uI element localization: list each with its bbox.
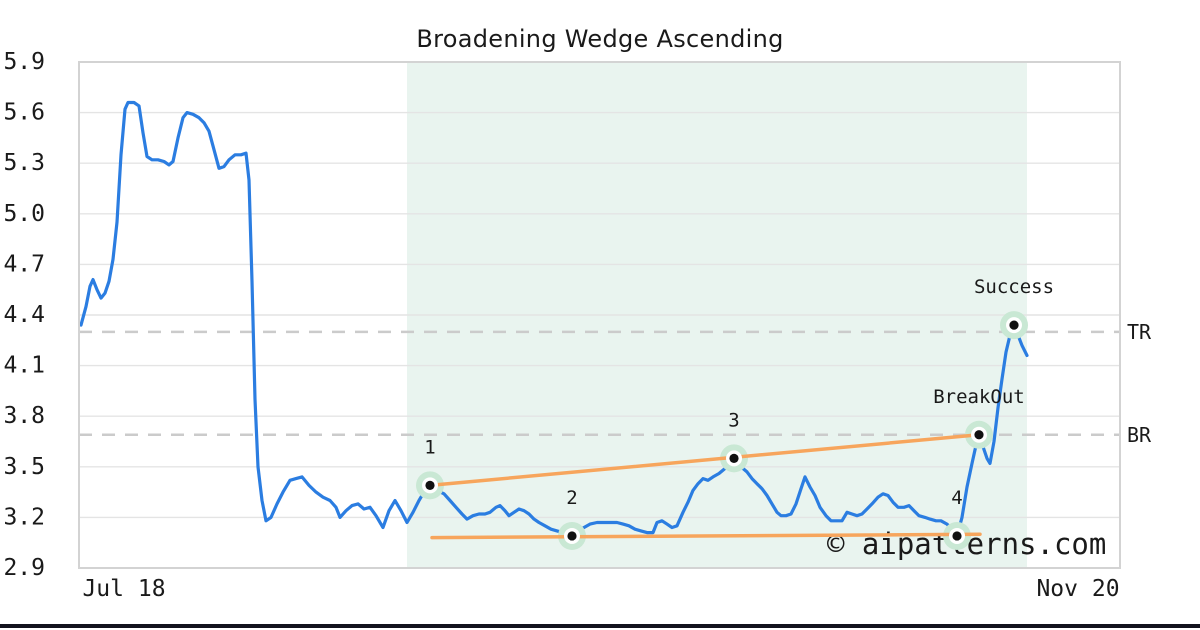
lower-broadening-line (430, 532, 982, 540)
x-tick-label: Nov 20 (1036, 576, 1119, 602)
bottom-border-bar (0, 624, 1200, 628)
y-tick-label: 5.3 (3, 150, 45, 176)
marker-dot-BreakOut (974, 430, 984, 440)
y-tick-label: 3.2 (3, 504, 45, 530)
plot-border-layer (78, 61, 1121, 569)
y-axis-tick-labels: 2.9 3.2 3.5 3.8 4.1 4.4 4.7 5.0 5.3 5.6 5.9 (3, 49, 45, 581)
marker-label-3: 3 (728, 409, 739, 431)
y-tick-label: 2.9 (3, 555, 45, 581)
level-label-TR: TR (1127, 320, 1152, 344)
y-tick-label: 5.9 (3, 49, 45, 75)
marker-dots-layer (422, 317, 1022, 544)
marker-label-4: 4 (951, 487, 962, 509)
level-label-BR: BR (1127, 423, 1152, 447)
chart-title: Broadening Wedge Ascending (416, 25, 784, 53)
y-tick-label: 4.4 (3, 302, 45, 328)
annotations-layer: 1 2 3 4 BreakOut Success (424, 276, 1054, 509)
y-tick-label: 4.7 (3, 251, 45, 277)
y-tick-label: 5.0 (3, 201, 45, 227)
y-tick-label: 4.1 (3, 353, 45, 379)
y-tick-label: 3.8 (3, 403, 45, 429)
marker-dot-Success (1009, 320, 1019, 330)
y-tick-label: 3.5 (3, 454, 45, 480)
marker-dot-4 (952, 531, 962, 541)
marker-label-2: 2 (566, 487, 577, 509)
x-tick-label: Jul 18 (82, 576, 165, 602)
marker-label-Success: Success (974, 276, 1054, 298)
marker-dot-1 (425, 480, 435, 490)
trendlines-layer (428, 433, 982, 540)
x-axis-tick-labels: Jul 18 Nov 20 (82, 576, 1119, 602)
marker-dot-3 (729, 453, 739, 463)
marker-label-BreakOut: BreakOut (933, 386, 1025, 408)
marker-dot-2 (567, 531, 577, 541)
plot-border-rect (78, 61, 1121, 569)
upper-broadening-line (428, 433, 981, 488)
marker-label-1: 1 (424, 436, 435, 458)
y-tick-label: 5.6 (3, 100, 45, 126)
